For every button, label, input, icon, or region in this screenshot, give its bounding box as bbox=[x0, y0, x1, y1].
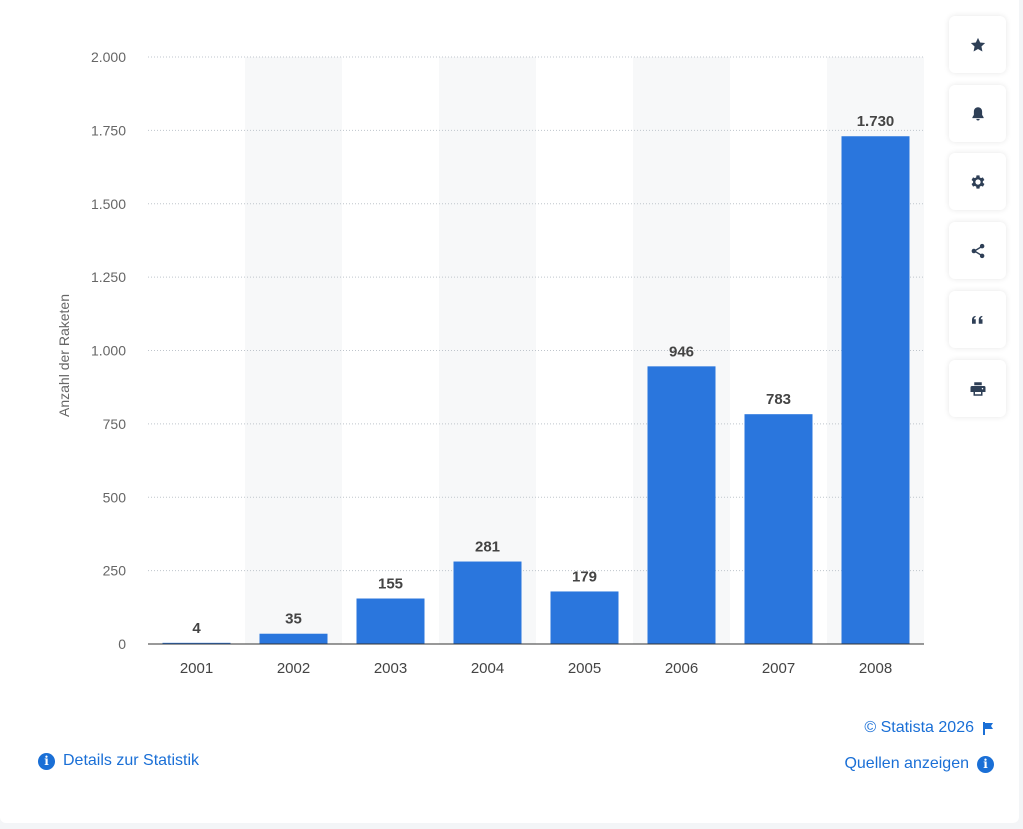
bar bbox=[647, 366, 716, 644]
x-tick-label: 2003 bbox=[374, 660, 407, 677]
x-tick-label: 2006 bbox=[665, 660, 698, 677]
y-tick-label: 0 bbox=[118, 636, 126, 652]
bell-icon bbox=[971, 106, 984, 121]
favorite-button[interactable] bbox=[949, 16, 1006, 73]
y-tick-label: 750 bbox=[103, 416, 127, 432]
flag-icon bbox=[982, 721, 994, 735]
settings-button[interactable] bbox=[949, 153, 1006, 210]
bar bbox=[744, 414, 813, 644]
sources-link[interactable]: Quellen anzeigen i bbox=[844, 755, 994, 773]
data-label: 35 bbox=[285, 611, 302, 628]
bar bbox=[259, 633, 328, 644]
info-icon: i bbox=[38, 752, 55, 770]
y-tick-label: 1.500 bbox=[91, 196, 126, 212]
y-axis-label: Anzahl der Raketen bbox=[56, 294, 72, 417]
y-tick-label: 1.250 bbox=[91, 269, 126, 285]
bar bbox=[550, 591, 619, 644]
bar bbox=[162, 642, 231, 644]
star-icon bbox=[970, 37, 985, 51]
x-tick-label: 2004 bbox=[471, 660, 504, 677]
data-label: 1.730 bbox=[857, 113, 895, 130]
data-label: 179 bbox=[572, 568, 597, 585]
data-label: 783 bbox=[766, 391, 791, 408]
notification-button[interactable] bbox=[949, 85, 1006, 142]
data-label: 946 bbox=[669, 343, 694, 360]
x-tick-label: 2007 bbox=[762, 660, 795, 677]
bar bbox=[841, 136, 910, 644]
x-tick-label: 2005 bbox=[568, 660, 601, 677]
copyright-text: © Statista 2026 bbox=[864, 719, 974, 736]
info-icon: i bbox=[977, 755, 994, 773]
y-tick-label: 250 bbox=[103, 563, 127, 579]
share-icon bbox=[971, 243, 984, 258]
cite-button[interactable] bbox=[949, 291, 1006, 348]
x-tick-label: 2002 bbox=[277, 660, 310, 677]
share-button[interactable] bbox=[949, 222, 1006, 279]
y-tick-label: 1.000 bbox=[91, 343, 126, 359]
y-tick-label: 1.750 bbox=[91, 122, 126, 138]
print-button[interactable] bbox=[949, 360, 1006, 417]
y-tick-label: 2.000 bbox=[91, 49, 126, 65]
x-tick-label: 2001 bbox=[180, 660, 213, 677]
data-label: 155 bbox=[378, 576, 403, 593]
sources-text: Quellen anzeigen bbox=[844, 755, 969, 772]
quote-icon bbox=[971, 315, 982, 324]
x-tick-label: 2008 bbox=[859, 660, 892, 677]
details-text: Details zur Statistik bbox=[63, 752, 200, 769]
bar bbox=[356, 598, 425, 644]
copyright-link[interactable]: © Statista 2026 bbox=[864, 719, 994, 737]
data-label: 281 bbox=[475, 539, 500, 556]
print-icon bbox=[970, 381, 985, 396]
gear-icon bbox=[971, 174, 984, 189]
data-label: 4 bbox=[192, 620, 201, 637]
details-link[interactable]: i Details zur Statistik bbox=[38, 752, 199, 770]
y-tick-label: 500 bbox=[103, 489, 127, 505]
bar-chart: 0 250 500 750 1.000 1.250 1.500 1.750 2.000 4 35 1… bbox=[56, 49, 924, 677]
bar bbox=[453, 561, 522, 644]
